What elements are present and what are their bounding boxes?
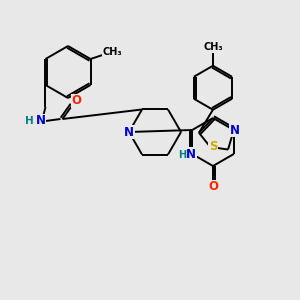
Text: O: O [71,94,82,107]
Text: N: N [230,124,240,136]
Text: N: N [35,115,46,128]
Text: S: S [209,140,218,153]
Text: O: O [208,181,218,194]
Text: N: N [186,148,196,160]
Text: H: H [178,150,186,160]
Text: H: H [25,116,34,126]
Text: CH₃: CH₃ [203,42,223,52]
Text: N: N [124,125,134,139]
Text: CH₃: CH₃ [103,47,122,57]
